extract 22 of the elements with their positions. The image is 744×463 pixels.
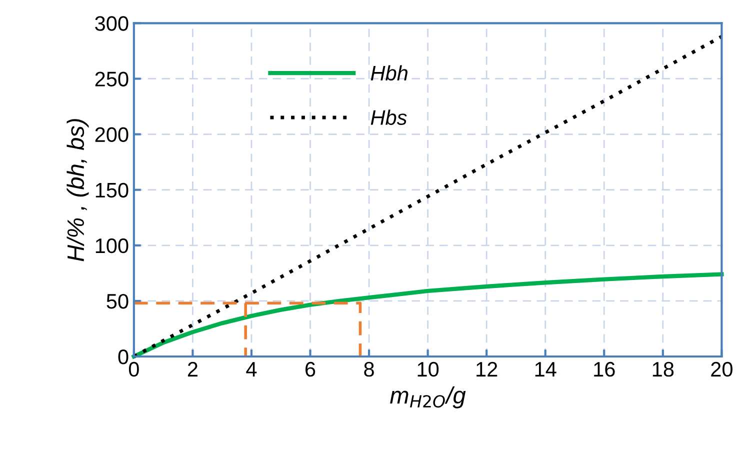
x-tick-label: 14 <box>535 362 556 376</box>
x-tick-label: 16 <box>594 362 615 377</box>
x-tick-label: 6 <box>306 362 316 377</box>
y-tick-label: 150 <box>96 182 128 198</box>
x-axis-title: m$_{H2O}$/g <box>390 386 466 408</box>
legend-label: Hbs <box>370 110 407 125</box>
x-tick-label: 10 <box>418 362 439 377</box>
y-tick-label: 250 <box>95 72 128 86</box>
y-tick-label: 300 <box>95 16 128 31</box>
x-tick-label: 8 <box>364 362 374 377</box>
x-tick-label: 0 <box>128 362 139 377</box>
legend-label: Hbh <box>370 65 408 81</box>
x-tick-label: 18 <box>652 362 674 377</box>
y-tick-label: 0 <box>118 350 128 364</box>
x-tick-label: 12 <box>476 362 498 376</box>
x-tick-label: 2 <box>188 362 198 376</box>
y-axis-title: H/% , (bh, bs) <box>66 119 89 262</box>
x-tick-label: 20 <box>711 362 732 377</box>
x-tick-label: 4 <box>246 362 257 376</box>
y-tick-label: 100 <box>96 238 128 254</box>
y-tick-label: 50 <box>106 294 128 309</box>
y-tick-label: 200 <box>95 127 128 142</box>
